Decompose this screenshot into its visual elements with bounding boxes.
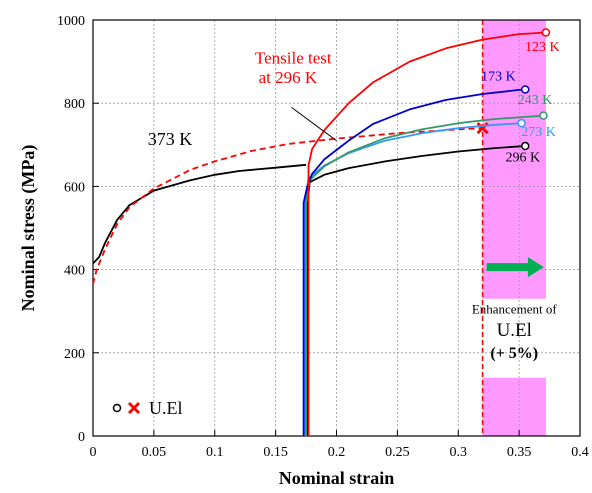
- series-end-marker-173-k: [520, 85, 530, 94]
- highlight-band-upper: [482, 20, 546, 299]
- x-tick-label: 0.35: [507, 445, 532, 460]
- axes-layer: 0 0.05 0.1 0.15 0.2 0.25 0.3 0.35 0.4 0 200 400 600 8…: [18, 14, 589, 488]
- series-layer: [92, 28, 551, 436]
- annotation-tensile-test: Tensile test: [255, 49, 332, 68]
- highlight-band-lower: [482, 377, 546, 436]
- y-tick-label: 800: [64, 97, 85, 112]
- y-tick-label: 0: [78, 430, 85, 445]
- annotation-373-k: 373 K: [148, 129, 193, 149]
- series-line-123-k: [307, 31, 546, 436]
- x-tick-label: 0: [90, 445, 97, 460]
- series-end-marker-123-k: [541, 28, 551, 37]
- annotation-296-k: 296 K: [505, 150, 540, 165]
- x-axis-label: Nominal strain: [279, 468, 395, 488]
- series-end-marker-273-k: [517, 118, 526, 128]
- annotation-at-296-k: at 296 K: [259, 68, 318, 87]
- x-tick-label: 0.05: [142, 445, 167, 460]
- x-tick-label: 0.25: [385, 445, 410, 460]
- enhancement-arrow: [486, 257, 544, 278]
- series-end-marker-243-k: [539, 111, 548, 120]
- annotation-enhancement-of: Enhancement of: [472, 301, 557, 316]
- legend-cross-marker: [128, 402, 140, 414]
- annotation-243-k: 243 K: [518, 93, 553, 108]
- x-tick-label: 0.1: [206, 445, 224, 460]
- y-axis-label: Nominal stress (MPa): [18, 145, 39, 312]
- y-tick-label: 200: [64, 347, 85, 362]
- annotation-u-el: U.El: [497, 320, 532, 341]
- legend-circle-marker: [112, 403, 122, 413]
- annotation-5: (+ 5%): [490, 345, 538, 362]
- y-tick-label: 1000: [57, 14, 85, 29]
- x-tick-label: 0.4: [571, 445, 589, 460]
- legend-label: U.El: [149, 398, 183, 418]
- highlight-band-layer: [481, 20, 546, 436]
- annotation-123-k: 123 K: [525, 40, 560, 55]
- y-tick-label: 400: [64, 264, 85, 279]
- x-tick-label: 0.15: [263, 445, 288, 460]
- x-tick-label: 0.3: [450, 445, 468, 460]
- series-line-173-k: [302, 88, 526, 436]
- annotation-273-k: 273 K: [521, 125, 556, 140]
- legend-layer: U.El: [112, 398, 183, 418]
- series-line-373-k: [92, 163, 307, 265]
- series-end-marker-296-k: [520, 141, 530, 151]
- x-tick-label: 0.2: [328, 445, 346, 460]
- pointer-line: [291, 106, 337, 142]
- y-tick-label: 600: [64, 180, 85, 195]
- series-line-tensile-test-at-296-k: [92, 127, 483, 285]
- annotation-173-k: 173 K: [481, 69, 516, 84]
